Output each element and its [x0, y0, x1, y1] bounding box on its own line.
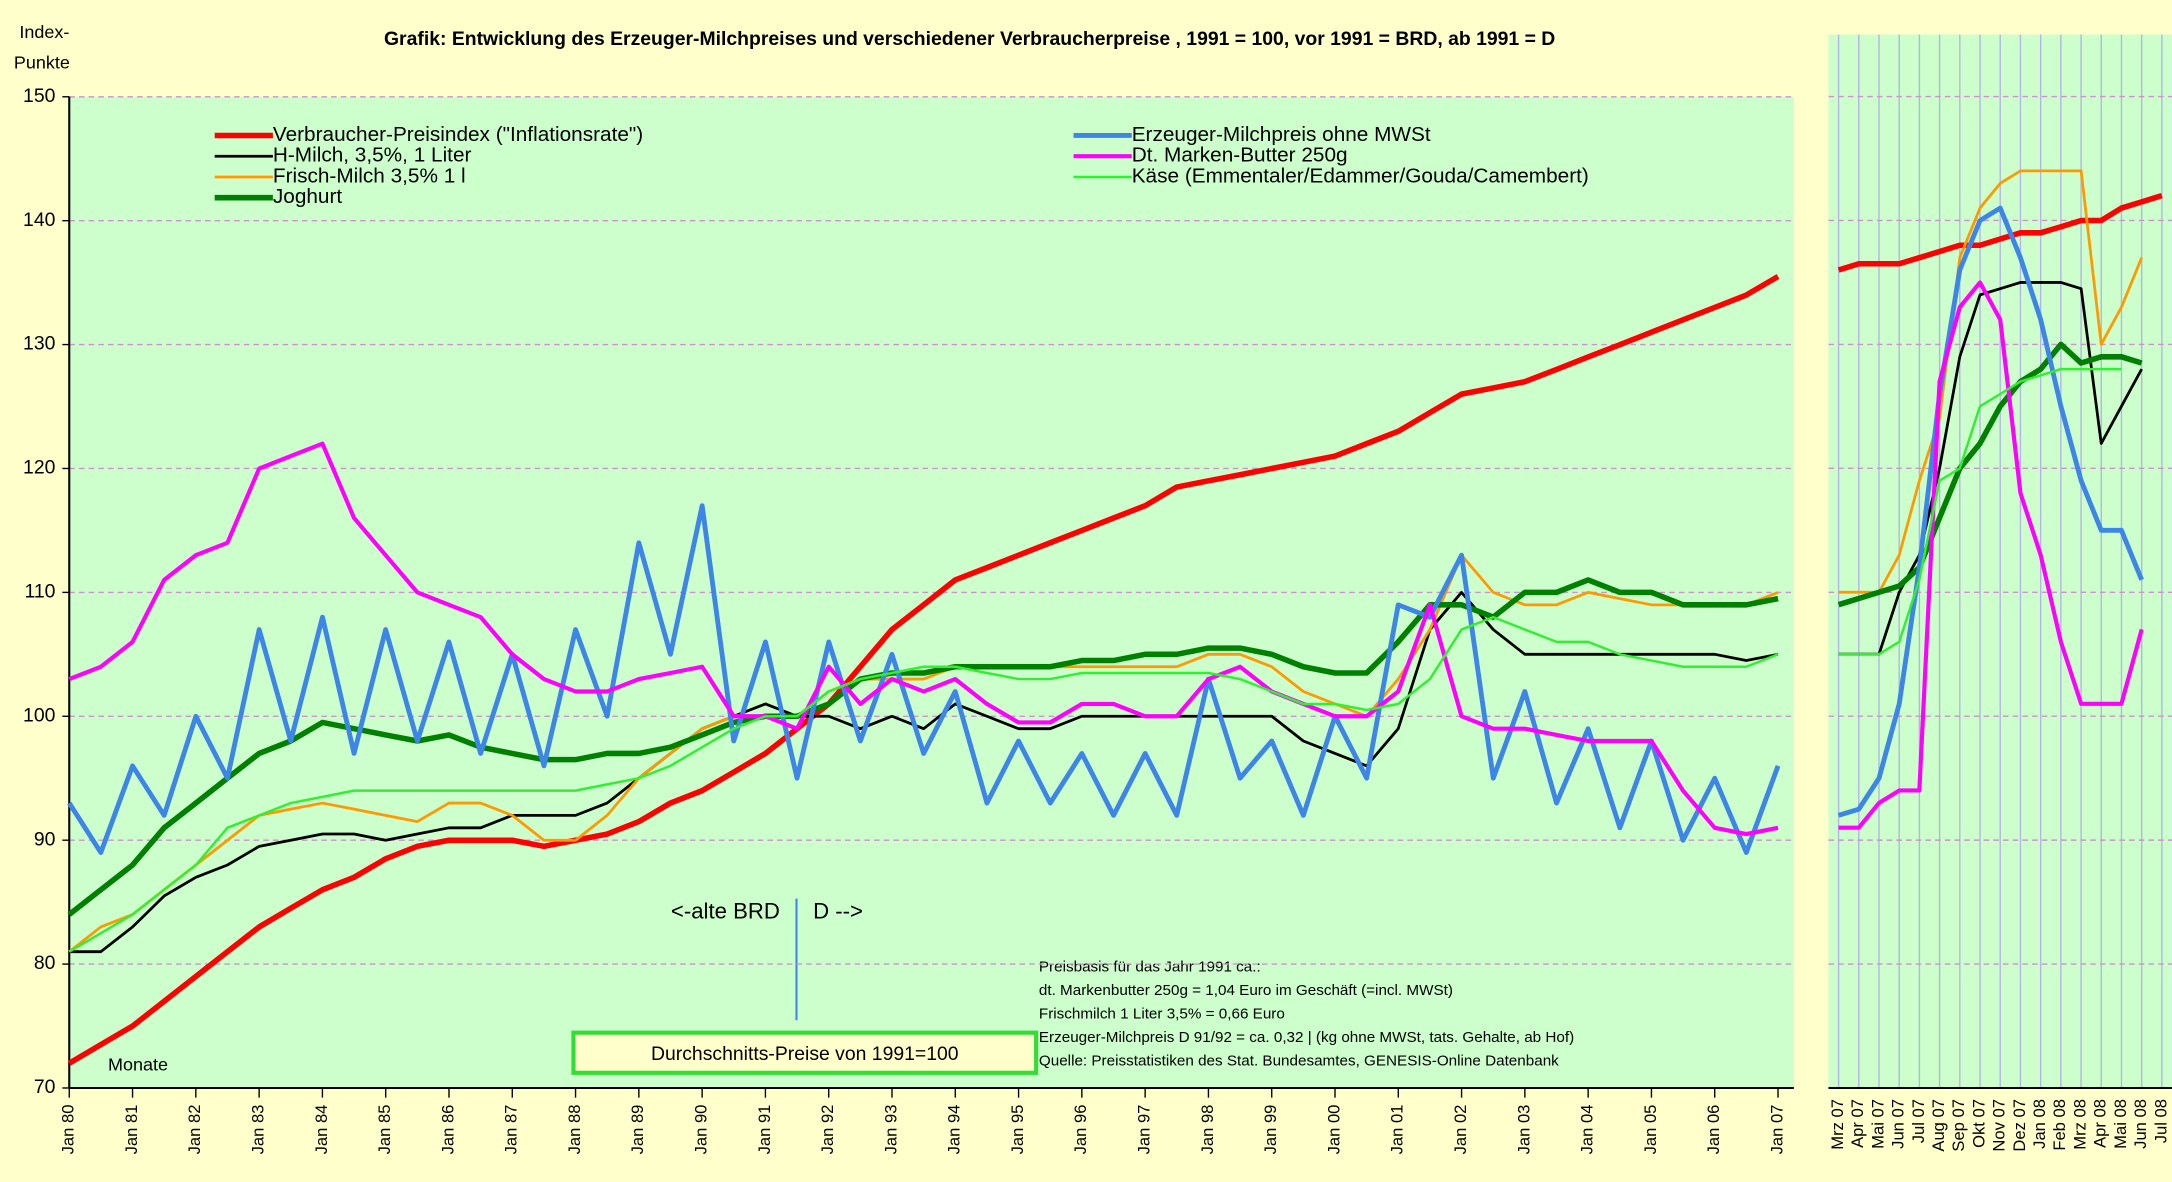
x-tick-label: Sep 07: [1949, 1099, 1968, 1152]
x-tick-label: Jan 93: [881, 1105, 900, 1155]
x-tick-label: Jan 03: [1514, 1105, 1533, 1155]
legend-label: Dt. Marken-Butter 250g: [1132, 144, 1348, 167]
chart-title: Grafik: Entwicklung des Erzeuger-Milchpr…: [384, 28, 1555, 50]
notes: Preisbasis für das Jahr 1991 ca.: dt. Mar…: [1039, 959, 1574, 1070]
x-tick-label: Jan 04: [1578, 1105, 1597, 1155]
data-line: [1837, 192, 2163, 273]
y-tick-label: 150: [23, 85, 56, 107]
x-tick-label: Feb 08: [2050, 1099, 2069, 1151]
x-tick-label: Jan 91: [755, 1105, 774, 1155]
x-tick-label: Mrz 07: [1828, 1099, 1847, 1150]
data-line: [67, 503, 1781, 855]
data-line: [1838, 367, 2122, 656]
legend-label: Joghurt: [273, 185, 343, 208]
x-tick-label: Jan 88: [565, 1105, 584, 1155]
data-line: [69, 591, 1779, 954]
x-tick-label: Jan 96: [1071, 1105, 1090, 1155]
x-tick-label: Jan 80: [59, 1105, 78, 1155]
x-tick-label: Dez 07: [2010, 1099, 2029, 1152]
x-tick-label: Jan 89: [628, 1105, 647, 1155]
y-tick-label: 110: [25, 581, 56, 603]
x-tick-label: Jan 05: [1641, 1105, 1660, 1155]
x-tick-label: Jun 08: [2131, 1099, 2150, 1149]
x-tick-label: Jan 07: [1767, 1105, 1786, 1155]
x-tick-label: Jan 06: [1704, 1105, 1723, 1155]
y-tick-label: 130: [23, 333, 56, 355]
data-line: [1838, 281, 2143, 656]
x-tick-label: Nov 07: [1990, 1099, 2009, 1152]
note-box: [571, 1030, 1039, 1075]
y-tick-label: 80: [34, 952, 56, 974]
x-tick-label: Jan 82: [185, 1105, 204, 1155]
x-tick-label: Jan 81: [122, 1105, 141, 1155]
x-tick-label: Jan 86: [438, 1105, 457, 1155]
x-tick-label: Jan 08: [2030, 1099, 2049, 1149]
data-line: [68, 441, 1779, 837]
x-tick-label: Jun 07: [1889, 1099, 1908, 1149]
x-tick-label: Mai 07: [1868, 1099, 1887, 1149]
x-tick-label: Jan 92: [818, 1105, 837, 1155]
x-tick-label: Jul 07: [1909, 1099, 1928, 1143]
y-tick-label: 70: [34, 1076, 56, 1098]
annotation: Durchschnitts-Preise von 1991=100: [651, 1043, 959, 1065]
x-tick-label: Apr 07: [1848, 1099, 1867, 1148]
x-tick-label: Jul 08: [2151, 1099, 2170, 1143]
x-tick-label: Jan 00: [1324, 1105, 1343, 1155]
x-axis-label: Monate: [108, 1055, 168, 1075]
x-tick-label: Jan 97: [1135, 1105, 1154, 1155]
x-tick-label: Jan 01: [1388, 1105, 1407, 1155]
data-line: [67, 274, 1780, 1066]
y-axis-label: Index-: [19, 22, 69, 42]
y-tick-label: 100: [23, 704, 56, 726]
x-tick-label: Mai 08: [2111, 1099, 2130, 1149]
note-line: Erzeuger-Milchpreis D 91/92 = ca. 0,32 |…: [1039, 1029, 1574, 1046]
legend-label: Erzeuger-Milchpreis ohne MWSt: [1132, 123, 1431, 146]
x-tick-label: Okt 07: [1969, 1099, 1988, 1148]
x-tick-label: Mrz 08: [2070, 1099, 2089, 1150]
data-line: [1837, 341, 2143, 608]
annotation: D -->: [813, 898, 863, 923]
legend-label: H-Milch, 3,5%, 1 Liter: [273, 144, 472, 167]
x-tick-label: Jan 85: [375, 1105, 394, 1155]
y-tick-label: 140: [23, 209, 56, 231]
x-tick-label: Apr 08: [2091, 1099, 2110, 1148]
x-tick-label: Jan 99: [1261, 1105, 1280, 1155]
data-line: [1837, 205, 2144, 818]
legend-label: Verbraucher-Preisindex ("Inflationsrate"…: [273, 123, 643, 146]
x-tick-label: Jan 02: [1451, 1105, 1470, 1155]
x-tick-label: Jan 98: [1198, 1105, 1217, 1155]
x-tick-label: Aug 07: [1929, 1099, 1948, 1152]
y-tick-label: 90: [34, 828, 56, 850]
data-line: [68, 615, 1779, 953]
note-line: dt. Markenbutter 250g = 1,04 Euro im Ges…: [1039, 982, 1453, 999]
annotation: <-alte BRD: [671, 898, 780, 923]
data-line: [1838, 169, 2143, 594]
title-box: [249, 24, 1690, 56]
note-line: Preisbasis für das Jahr 1991 ca.:: [1039, 959, 1261, 976]
data-line: [1838, 280, 2144, 830]
note-line: Quelle: Preisstatistiken des Stat. Bunde…: [1039, 1053, 1559, 1070]
y-axis-label: Punkte: [14, 52, 70, 72]
x-tick-label: Jan 87: [502, 1105, 521, 1155]
x-tick-label: Jan 83: [249, 1105, 268, 1155]
data-line: [68, 553, 1779, 953]
x-tick-label: Jan 84: [312, 1105, 331, 1155]
y-tick-label: 120: [23, 457, 56, 479]
legend-label: Frisch-Milch 3,5% 1 l: [273, 164, 466, 187]
note-line: Frischmilch 1 Liter 3,5% = 0,66 Euro: [1039, 1006, 1285, 1023]
x-tick-label: Jan 90: [692, 1105, 711, 1155]
legend-label: Käse (Emmentaler/Edammer/Gouda/Camembert…: [1132, 164, 1589, 187]
x-tick-label: Jan 94: [945, 1105, 964, 1155]
x-tick-label: Jan 95: [1008, 1105, 1027, 1155]
